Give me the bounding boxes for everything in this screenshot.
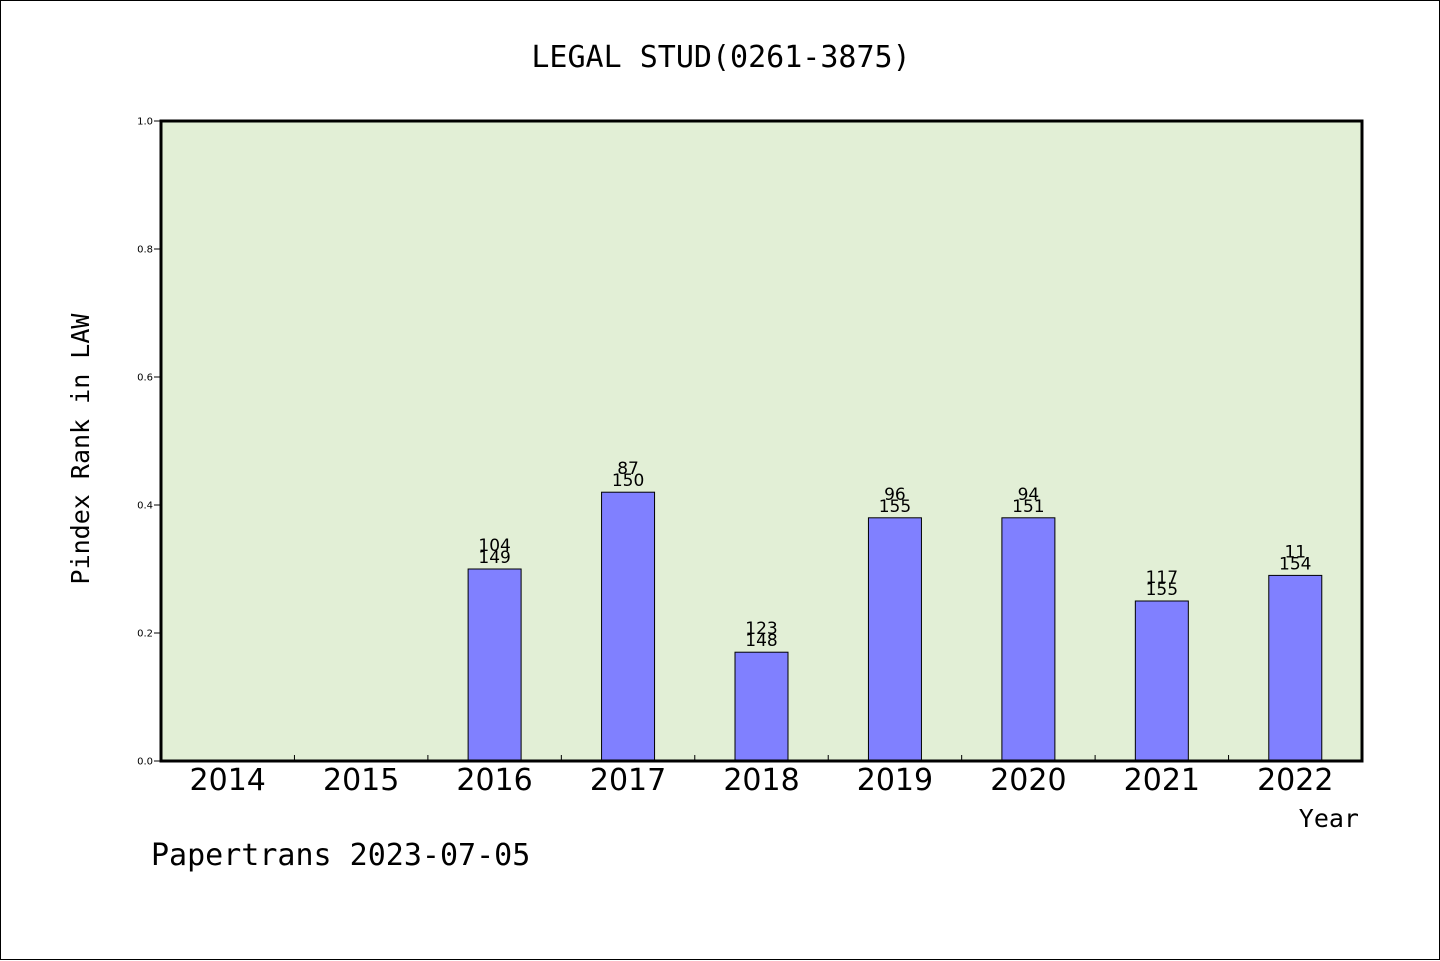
- bar-label-bottom: 149: [478, 548, 510, 568]
- bar: [1001, 517, 1056, 762]
- x-axis-label: Year: [1299, 804, 1359, 833]
- bar-label-top: 117: [1146, 568, 1178, 588]
- bar-label-bottom: 150: [612, 471, 644, 491]
- bar-label-top: 104: [478, 536, 510, 556]
- x-tick-label: 2015: [323, 763, 399, 798]
- x-tick-label: 2016: [456, 763, 532, 798]
- plot-border: [159, 119, 1364, 763]
- axis-layer: 2014 2015 2016 2017 2018 2019 2020 2021 2022 0.0 0…: [137, 117, 1364, 798]
- bar-label-bottom: 155: [1146, 580, 1178, 600]
- bar-label-top: 11: [1284, 542, 1306, 562]
- bar: [467, 568, 522, 762]
- x-tick-label: 2022: [1257, 763, 1333, 798]
- bar-label-top: 96: [884, 485, 906, 505]
- chart-title: LEGAL STUD(0261-3875): [531, 40, 910, 75]
- y-axis-label: Pindex Rank in LAW: [66, 313, 95, 585]
- x-tick-label: 2020: [990, 763, 1066, 798]
- bar-label-top: 87: [617, 459, 639, 479]
- bar: [1134, 600, 1189, 762]
- x-tick-label: 2018: [723, 763, 799, 798]
- y-tick-label: 1.0: [137, 117, 153, 128]
- x-tick-label: 2019: [857, 763, 933, 798]
- bar: [1268, 574, 1323, 762]
- x-tick-label: 2017: [590, 763, 666, 798]
- footer-credit: Papertrans 2023-07-05: [151, 838, 530, 873]
- bar: [867, 517, 922, 762]
- x-tick-label: 2021: [1124, 763, 1200, 798]
- x-tick-label: 2014: [190, 763, 266, 798]
- y-tick-label: 0.2: [137, 629, 153, 640]
- bar-label-bottom: 154: [1279, 554, 1311, 574]
- bar: [734, 651, 789, 762]
- bar-label-bottom: 155: [879, 497, 911, 517]
- bar-label-bottom: 148: [745, 631, 777, 651]
- y-tick-label: 0.8: [137, 245, 153, 256]
- bar-label-bottom: 151: [1012, 497, 1044, 517]
- y-tick-label: 0.6: [137, 373, 153, 384]
- y-tick-label: 0.0: [137, 757, 153, 768]
- bar: [601, 491, 656, 762]
- y-tick-label: 0.4: [137, 501, 153, 512]
- bar-label-top: 123: [745, 619, 777, 639]
- bar-label-top: 94: [1018, 485, 1040, 505]
